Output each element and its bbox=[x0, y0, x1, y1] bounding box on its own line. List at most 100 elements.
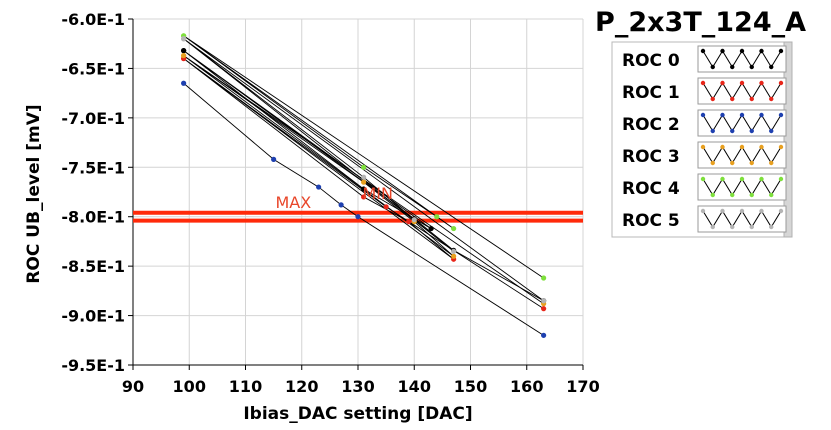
data-point-roc-5 bbox=[181, 36, 187, 42]
legend-label-roc-1: ROC 1 bbox=[622, 83, 680, 103]
chart-title: P_2x3T_124_A bbox=[595, 7, 806, 38]
legend-marker-roc-2 bbox=[730, 128, 735, 134]
legend-label-roc-5: ROC 5 bbox=[622, 211, 680, 231]
legend-marker-roc-5 bbox=[730, 224, 735, 230]
legend-marker-roc-2 bbox=[749, 128, 754, 134]
y-tick-label: -9.5E-1 bbox=[61, 356, 125, 375]
y-tick-label: -9.0E-1 bbox=[61, 307, 125, 326]
data-point-roc-0 bbox=[361, 186, 367, 192]
x-tick-label: 140 bbox=[398, 377, 431, 396]
data-point-roc-5 bbox=[361, 174, 367, 180]
legend-marker-roc-5 bbox=[749, 224, 754, 230]
legend-marker-roc-3 bbox=[700, 144, 706, 150]
data-point-roc-3 bbox=[361, 179, 367, 185]
legend-marker-roc-3 bbox=[720, 144, 725, 150]
x-tick-label: 100 bbox=[173, 377, 206, 396]
legend-marker-roc-2 bbox=[759, 112, 764, 118]
legend-marker-roc-2 bbox=[778, 112, 784, 118]
series-line-roc-5 bbox=[183, 38, 544, 302]
y-tick-label: -7.0E-1 bbox=[61, 109, 125, 128]
x-tick-label: 110 bbox=[229, 377, 262, 396]
legend-marker-roc-4 bbox=[759, 176, 764, 182]
data-point-roc-2 bbox=[181, 80, 187, 86]
legend-marker-roc-4 bbox=[739, 176, 745, 182]
data-point-roc-3 bbox=[181, 52, 187, 59]
annotation-min: MIN bbox=[362, 184, 393, 203]
legend-marker-roc-5 bbox=[700, 208, 706, 214]
legend-marker-roc-3 bbox=[759, 144, 764, 150]
legend-label-roc-3: ROC 3 bbox=[622, 147, 680, 167]
y-tick-label: -6.5E-1 bbox=[61, 59, 125, 78]
legend-marker-roc-4 bbox=[769, 192, 774, 198]
x-tick-label: 170 bbox=[566, 377, 599, 396]
data-point-roc-4 bbox=[361, 164, 367, 170]
data-point-roc-1 bbox=[361, 194, 367, 200]
x-tick-label: 150 bbox=[454, 377, 487, 396]
legend-marker-roc-4 bbox=[749, 192, 754, 198]
legend-marker-roc-3 bbox=[710, 160, 715, 166]
legend-marker-roc-4 bbox=[778, 176, 784, 182]
legend-marker-roc-2 bbox=[720, 112, 725, 118]
legend-marker-roc-2 bbox=[710, 128, 715, 134]
data-point-roc-4 bbox=[451, 225, 457, 232]
annotation-max: MAX bbox=[275, 193, 311, 212]
legend-marker-roc-1 bbox=[769, 96, 774, 102]
legend-marker-roc-1 bbox=[730, 96, 735, 102]
data-point-roc-0 bbox=[428, 225, 434, 232]
x-tick-label: 130 bbox=[341, 377, 374, 396]
data-point-roc-4 bbox=[434, 214, 440, 220]
legend-marker-roc-1 bbox=[778, 80, 784, 86]
legend-marker-roc-2 bbox=[739, 112, 745, 118]
legend-marker-roc-0 bbox=[730, 64, 735, 70]
series-line-roc-2 bbox=[183, 82, 544, 336]
x-tick-label: 90 bbox=[122, 377, 144, 396]
x-tick-label: 120 bbox=[285, 377, 318, 396]
legend-marker-roc-4 bbox=[730, 192, 735, 198]
legend-marker-roc-1 bbox=[759, 80, 764, 86]
legend-marker-roc-3 bbox=[730, 160, 735, 166]
y-tick-label: -8.5E-1 bbox=[61, 257, 125, 276]
legend-marker-roc-5 bbox=[739, 208, 745, 214]
data-point-roc-2 bbox=[541, 332, 547, 338]
legend-marker-roc-0 bbox=[749, 64, 754, 70]
y-tick-label: -8.0E-1 bbox=[61, 208, 125, 227]
legend-marker-roc-5 bbox=[759, 208, 764, 214]
legend-marker-roc-2 bbox=[769, 128, 774, 134]
legend-marker-roc-1 bbox=[700, 80, 706, 86]
y-tick-label: -7.5E-1 bbox=[61, 158, 125, 177]
data-point-roc-1 bbox=[406, 219, 412, 225]
legend-marker-roc-4 bbox=[700, 176, 706, 182]
legend-marker-roc-0 bbox=[759, 48, 764, 54]
x-axis-title: Ibias_DAC setting [DAC] bbox=[243, 404, 472, 424]
data-point-roc-2 bbox=[355, 214, 361, 220]
data-point-roc-3 bbox=[451, 253, 457, 259]
data-point-roc-2 bbox=[316, 184, 322, 190]
legend-marker-roc-0 bbox=[720, 48, 725, 54]
y-tick-label: -6.0E-1 bbox=[61, 10, 125, 29]
legend-marker-roc-3 bbox=[778, 144, 784, 150]
data-point-roc-5 bbox=[411, 217, 417, 223]
data-point-roc-5 bbox=[451, 248, 457, 254]
legend-marker-roc-1 bbox=[720, 80, 725, 86]
legend-marker-roc-5 bbox=[710, 224, 715, 230]
legend-label-roc-2: ROC 2 bbox=[622, 115, 680, 135]
legend: ROC 0 ROC 1 ROC 2 ROC 3 ROC 4 ROC 5 bbox=[611, 41, 793, 238]
data-point-roc-2 bbox=[271, 156, 277, 162]
series-line-roc-3 bbox=[183, 55, 544, 305]
data-point-roc-5 bbox=[541, 298, 547, 304]
legend-marker-roc-3 bbox=[749, 160, 754, 166]
data-point-roc-1 bbox=[541, 306, 547, 312]
legend-marker-roc-4 bbox=[710, 192, 715, 198]
legend-marker-roc-1 bbox=[710, 96, 715, 102]
legend-marker-roc-0 bbox=[710, 64, 715, 70]
legend-marker-roc-3 bbox=[769, 160, 774, 166]
plot-area: 90 100 110 120 130 140 150 160 170 -6.0E-1 -6.5E-1… bbox=[61, 10, 599, 396]
legend-label-roc-0: ROC 0 bbox=[622, 51, 680, 71]
x-tick-label: 160 bbox=[510, 377, 543, 396]
legend-marker-roc-0 bbox=[700, 48, 706, 54]
legend-marker-roc-0 bbox=[739, 48, 745, 54]
legend-marker-roc-5 bbox=[720, 208, 725, 214]
data-point-roc-4 bbox=[541, 275, 547, 281]
legend-scroll-edge bbox=[783, 41, 793, 238]
